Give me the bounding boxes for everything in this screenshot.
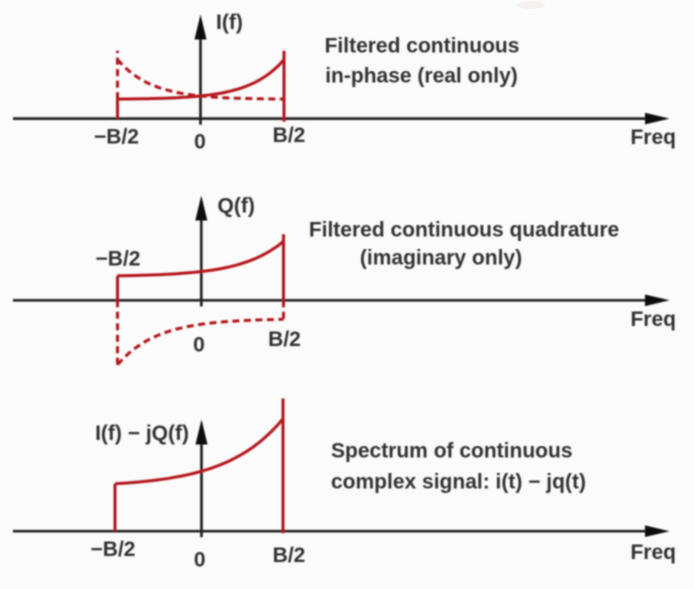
svg-text:Freq: Freq xyxy=(630,541,676,564)
svg-text:Filtered continuous quadrature: Filtered continuous quadrature xyxy=(309,219,619,242)
svg-text:in-phase (real only): in-phase (real only) xyxy=(325,65,518,88)
svg-text:Freq: Freq xyxy=(630,126,676,149)
svg-text:B/2: B/2 xyxy=(268,328,301,351)
svg-text:Q(f): Q(f) xyxy=(218,195,255,218)
svg-text:B/2: B/2 xyxy=(273,544,306,567)
svg-text:−B/2: −B/2 xyxy=(96,248,141,271)
svg-text:−B/2: −B/2 xyxy=(91,538,136,561)
svg-text:B/2: B/2 xyxy=(273,124,306,147)
svg-text:complex signal: i(t) − jq(t): complex signal: i(t) − jq(t) xyxy=(331,471,586,494)
svg-text:Freq: Freq xyxy=(630,308,676,331)
svg-text:−B/2: −B/2 xyxy=(94,126,139,149)
svg-text:0: 0 xyxy=(194,131,206,154)
svg-text:Spectrum of continuous: Spectrum of continuous xyxy=(331,440,573,463)
svg-text:I(f) − jQ(f): I(f) − jQ(f) xyxy=(95,422,189,445)
svg-text:Filtered continuous: Filtered continuous xyxy=(325,35,520,58)
svg-text:0: 0 xyxy=(193,334,205,357)
svg-text:(imaginary only): (imaginary only) xyxy=(360,247,522,270)
svg-text:I(f): I(f) xyxy=(216,11,243,34)
svg-text:0: 0 xyxy=(194,549,206,572)
